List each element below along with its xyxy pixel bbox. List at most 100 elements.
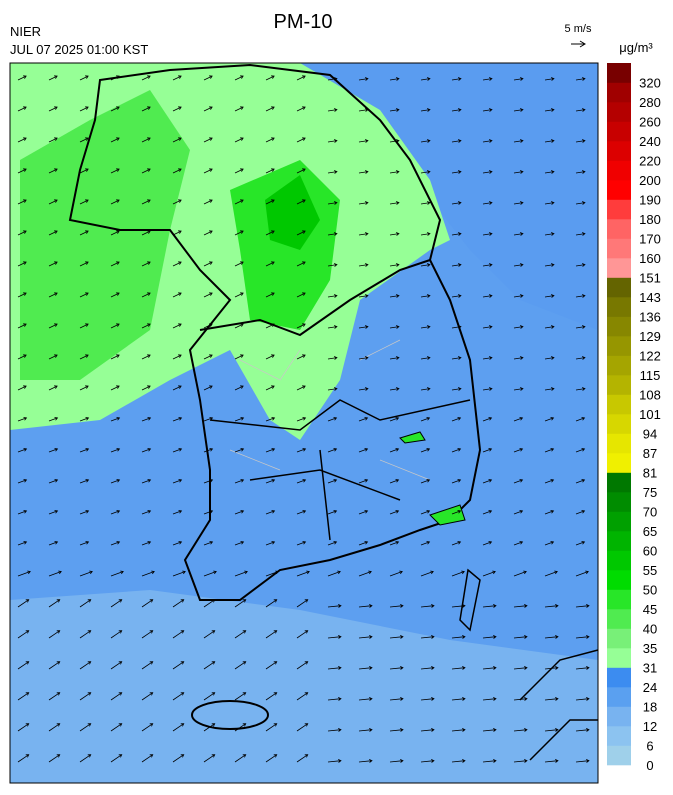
wind-arrow [327,759,342,763]
wind-arrow [203,106,213,112]
wind-arrow [265,661,278,670]
wind-arrow [265,692,278,701]
wind-arrow [172,692,185,701]
wind-arrow [141,570,155,577]
wind-arrow [389,139,400,143]
wind-arrow [203,75,213,81]
wind-arrow [358,635,373,639]
wind-arrow [420,540,431,546]
wind-arrow [234,599,247,608]
wind-arrow [17,75,27,81]
wind-arrow [141,540,152,546]
wind-arrow [513,509,524,515]
wind-arrow [110,354,120,360]
wind-arrow [327,232,338,236]
colorbar-label: 50 [643,583,657,598]
wind-arrow [482,294,493,298]
wind-arrow [327,728,342,732]
pm-hotspot [399,431,466,526]
wind-arrow [234,199,244,205]
wind-arrow [203,692,216,701]
wind-arrow [172,478,183,484]
colorbar-label: 180 [639,212,661,227]
wind-arrow [575,447,586,453]
wind-arrow [482,325,493,329]
colorbar-label: 101 [639,407,661,422]
wind-arrow [17,323,27,329]
colorbar-label: 108 [639,388,661,403]
wind-arrow [141,509,152,515]
wind-arrow [451,108,462,112]
wind-arrow [451,263,462,267]
wind-arrow [265,199,275,205]
wind-arrow [544,263,555,267]
wind-arrow [575,356,586,360]
colorbar-label: 129 [639,329,661,344]
colorbar-segment [607,141,631,161]
colorbar-label: 200 [639,173,661,188]
colorbar-label: 6 [646,739,653,754]
wind-arrow [110,540,121,546]
colorbar-segment [607,706,631,727]
wind-arrow [48,106,58,112]
wind-arrow [544,509,555,515]
wind-arrow [420,416,431,422]
wind-arrow [110,261,120,267]
wind-arrow [17,478,28,484]
wind-arrow [203,168,213,174]
wind-arrow [575,478,586,484]
wind-arrow [203,723,216,732]
coastline [68,63,482,601]
wind-arrow [79,509,90,515]
wind-arrow [327,170,338,174]
wind-arrow [172,661,185,670]
wind-arrow [17,723,30,732]
wind-arrow [482,263,493,267]
wind-arrow [513,77,524,81]
jeju-island [191,700,269,730]
wind-arrow [575,77,586,81]
colorbar-segment [607,472,631,493]
wind-arrow [141,692,154,701]
wind-arrow [575,728,590,732]
wind-arrow [482,509,493,515]
sea-south [10,590,598,783]
wind-arrow [482,387,493,391]
colorbar-label: 0 [646,758,653,773]
wind-arrow [17,137,27,143]
wind-arrow [296,168,306,174]
wind-arrow [203,661,216,670]
wind-arrow [79,199,89,205]
wind-arrow [110,599,123,608]
wind-arrow [172,199,182,205]
wind-arrow [17,106,27,112]
colorbar-label: 81 [643,466,657,481]
wind-arrow [420,509,431,515]
wind-arrow [420,263,431,267]
wind-arrow [544,697,559,701]
wind-arrow [17,230,27,236]
wind-arrow [265,261,275,267]
wind-arrow [48,354,58,360]
wind-arrow [544,108,555,112]
wind-arrow [79,570,93,577]
wind-arrow [234,323,244,329]
wind-arrow [296,75,306,81]
wind-arrow [358,325,369,329]
colorbar-segment [607,414,631,434]
wind-arrow [110,630,123,639]
wind-arrow [451,509,462,515]
wind-arrow [296,261,306,267]
wind-arrow [296,292,306,298]
wind-arrow [48,261,58,267]
wind-arrow [296,416,307,422]
wind-arrow [234,75,244,81]
wind-arrow [327,478,338,484]
wind-arrow [265,137,275,143]
wind-arrow [234,692,247,701]
colorbar-label: 280 [639,95,661,110]
colorbar-segment [607,394,631,415]
wind-arrow [513,540,524,546]
wind-arrow [575,108,586,112]
wind-arrow [48,509,59,515]
